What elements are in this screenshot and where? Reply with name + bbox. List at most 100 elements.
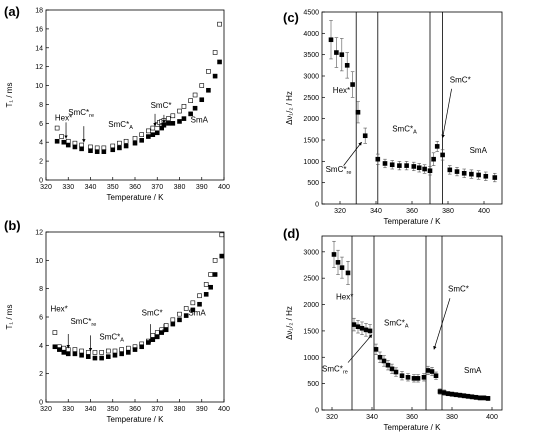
open-square-point	[199, 83, 205, 88]
open-square-point	[72, 347, 78, 352]
open-square-point	[101, 145, 107, 151]
filled-square-point	[161, 122, 167, 128]
phase-label-text: SmC*	[326, 165, 347, 174]
y-tick-label: 2000	[303, 116, 319, 123]
x-tick-label: 380	[174, 184, 186, 191]
phase-label: SmC*A	[392, 124, 417, 135]
x-tick-label: 400	[478, 208, 490, 215]
filled-square-point	[350, 82, 355, 87]
phase-label: Hex*	[55, 114, 72, 123]
filled-square-point	[421, 375, 427, 380]
filled-square-point	[465, 393, 471, 399]
x-tick-label: 320	[40, 184, 52, 191]
x-tick-label: 320	[326, 414, 338, 421]
filled-square-point	[154, 334, 160, 340]
filled-square-point	[429, 369, 435, 374]
phase-label-text: SmA	[464, 366, 482, 375]
phase-label-subscript: A	[413, 129, 417, 135]
x-tick-label: 340	[366, 414, 378, 421]
y-tick-label: 3000	[303, 249, 319, 256]
filled-square-point	[61, 139, 67, 145]
filled-square-point	[57, 347, 62, 352]
filled-square-point	[404, 163, 409, 168]
open-square-point	[94, 145, 100, 151]
open-square-point	[212, 258, 218, 263]
filled-square-point	[188, 111, 193, 117]
filled-square-point	[72, 351, 78, 357]
y-axis-label: Δν₁/₂ / Hz	[285, 91, 294, 125]
y-tick-label: 10	[35, 258, 43, 265]
filled-square-point	[393, 369, 399, 375]
filled-square-point	[351, 322, 357, 327]
filled-square-point	[110, 147, 116, 153]
x-tick-label: 340	[370, 208, 382, 215]
filled-square-point	[476, 172, 481, 178]
annotation-arrow	[433, 298, 451, 350]
open-square-point	[163, 323, 169, 328]
phase-label: Hex*	[333, 86, 350, 95]
filled-square-point	[139, 138, 144, 143]
y-tick-label: 1000	[303, 159, 319, 166]
filled-square-point	[399, 373, 405, 379]
phase-label: SmC*re	[322, 365, 348, 376]
x-tick-label: 320	[40, 406, 52, 413]
annotation-arrow	[441, 88, 452, 139]
y-tick-label: 12	[35, 230, 43, 237]
open-square-point	[99, 350, 104, 355]
filled-square-point	[473, 395, 479, 400]
x-tick-label: 390	[196, 184, 208, 191]
y-tick-label: 3500	[303, 52, 319, 59]
filled-square-point	[52, 344, 58, 350]
filled-square-point	[101, 149, 107, 154]
y-tick-label: 1500	[303, 138, 319, 145]
phase-label: SmC*A	[384, 319, 409, 330]
y-tick-label: 1000	[303, 355, 319, 362]
filled-square-point	[344, 63, 350, 68]
filled-square-point	[397, 163, 402, 168]
filled-square-point	[123, 143, 129, 149]
x-tick-label: 360	[129, 406, 141, 413]
filled-square-point	[208, 284, 213, 290]
x-tick-label: 350	[107, 406, 119, 413]
open-square-point	[150, 125, 156, 131]
phase-label-text: Hex*	[336, 292, 353, 301]
filled-square-point	[159, 330, 164, 335]
phase-label: SmC*	[450, 75, 471, 84]
filled-square-point	[385, 362, 391, 368]
filled-square-point	[61, 350, 67, 355]
y-tick-label: 0	[39, 178, 43, 185]
phase-label: SmC*	[151, 101, 172, 110]
phase-label-text: SmA	[191, 115, 209, 124]
filled-square-point	[363, 327, 369, 333]
phase-label-text: Hex*	[333, 86, 350, 95]
x-axis-label: Temperature / K	[107, 415, 165, 424]
y-tick-label: 2500	[303, 276, 319, 283]
phase-label: SmA	[188, 309, 206, 318]
open-square-point	[92, 350, 98, 355]
panel-letter: (d)	[283, 226, 300, 241]
phase-label: SmC*	[142, 309, 163, 318]
filled-square-point	[166, 121, 171, 126]
x-tick-label: 380	[174, 406, 186, 413]
phase-label-subscript: re	[91, 322, 96, 328]
x-tick-label: 360	[406, 414, 418, 421]
filled-square-point	[212, 73, 218, 79]
filled-square-point	[106, 354, 111, 359]
x-tick-label: 330	[62, 406, 74, 413]
open-square-point	[117, 140, 122, 146]
filled-square-point	[461, 393, 467, 399]
phase-label: SmA	[470, 146, 488, 155]
y-tick-label: 4000	[303, 31, 319, 38]
filled-square-point	[485, 396, 491, 401]
phase-label-text: SmC*	[68, 108, 89, 117]
filled-square-point	[181, 116, 187, 121]
y-tick-label: 1500	[303, 328, 319, 335]
open-square-point	[112, 348, 118, 354]
filled-square-point	[427, 168, 433, 174]
filled-square-point	[411, 376, 417, 381]
phase-label: SmA	[464, 366, 482, 375]
phase-label-text: SmC*	[448, 284, 469, 293]
filled-square-point	[415, 376, 421, 381]
open-square-point	[65, 347, 71, 352]
